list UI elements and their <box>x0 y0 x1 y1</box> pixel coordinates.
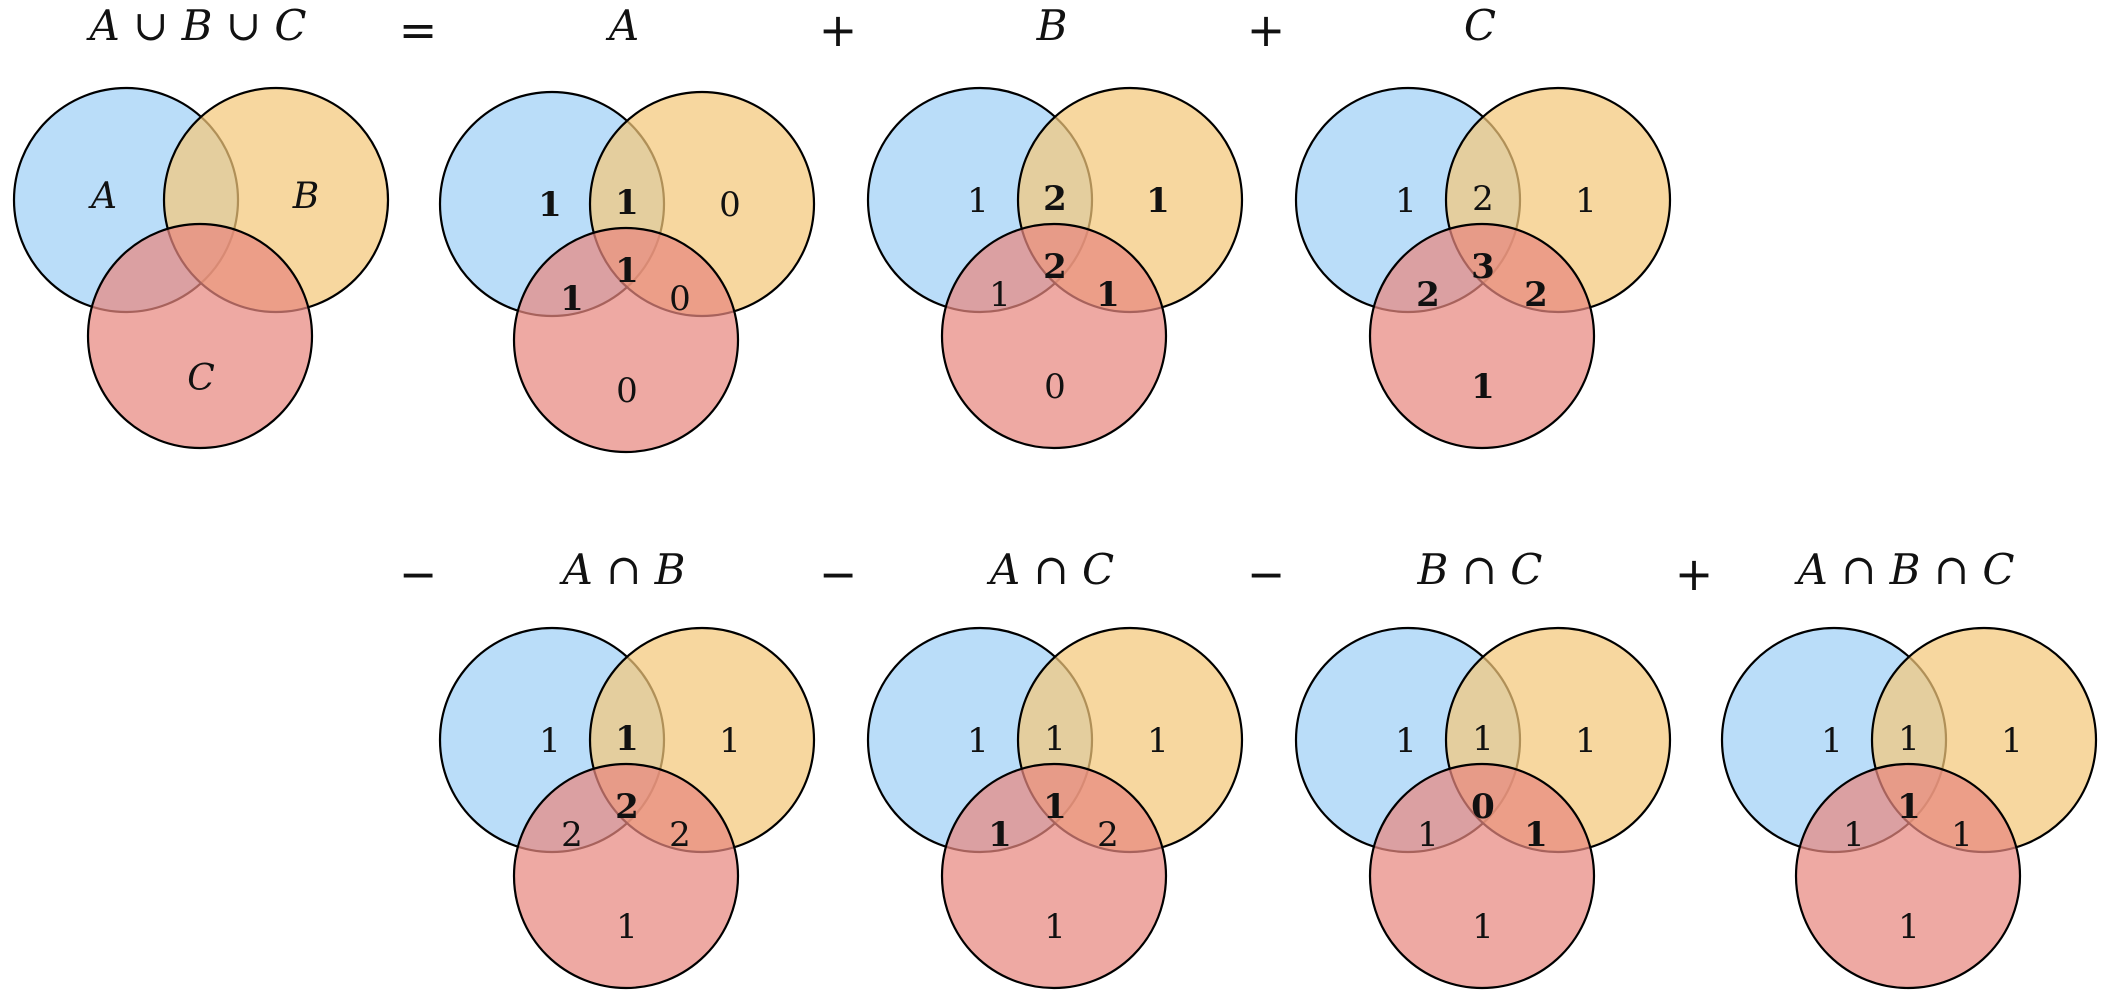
region-count-bc: 1 <box>1096 275 1120 315</box>
region-count-ab: 1 <box>1898 719 1920 759</box>
region-count-b: 1 <box>719 721 741 761</box>
region-count-bc: 2 <box>1524 275 1548 315</box>
diagram-title: A ∩ B <box>558 545 685 594</box>
region-count-a: 1 <box>538 185 562 225</box>
region-count-ac: 1 <box>1417 815 1439 855</box>
region-count-b: 1 <box>2001 721 2023 761</box>
region-count-a: 1 <box>1821 721 1843 761</box>
region-count-ac: 1 <box>1843 815 1865 855</box>
region-count-c: 1 <box>1472 907 1494 947</box>
region-count-abc: 1 <box>1043 787 1067 827</box>
region-count-c: 1 <box>1471 367 1495 407</box>
region-count-b: 1 <box>1575 181 1597 221</box>
region-count-c: 0 <box>1044 367 1066 407</box>
operator-minus-3: − <box>1247 547 1286 601</box>
region-count-ab: 1 <box>1044 719 1066 759</box>
region-count-bc: 1 <box>1951 815 1973 855</box>
region-count-abc: 2 <box>1043 247 1067 287</box>
region-count-a: 1 <box>967 181 989 221</box>
region-count-a: 1 <box>1395 721 1417 761</box>
region-count-abc: 0 <box>1471 787 1495 827</box>
region-count-b: 0 <box>719 185 741 225</box>
diagram-title: A ∪ B ∪ C <box>85 1 306 50</box>
set-label-c: C <box>187 358 215 399</box>
region-count-c: 1 <box>1898 907 1920 947</box>
operator-plus-2: + <box>1247 3 1286 57</box>
region-count-ab: 1 <box>1472 719 1494 759</box>
region-count-ac: 1 <box>989 275 1011 315</box>
circle-c <box>1368 222 1596 450</box>
set-label-b: B <box>292 176 319 217</box>
region-count-bc: 0 <box>669 279 691 319</box>
set-label-a: A <box>88 176 117 217</box>
circle-c <box>86 222 314 450</box>
region-count-c: 1 <box>616 907 638 947</box>
region-count-bc: 1 <box>1524 815 1548 855</box>
region-count-bc: 2 <box>669 815 691 855</box>
circle-c <box>940 222 1168 450</box>
circle-c <box>1794 762 2022 990</box>
region-count-a: 1 <box>1395 181 1417 221</box>
diagram-title: C <box>1464 1 1496 50</box>
region-count-a: 1 <box>967 721 989 761</box>
region-count-ac: 2 <box>1416 275 1440 315</box>
region-count-ac: 1 <box>988 815 1012 855</box>
region-count-a: 1 <box>539 721 561 761</box>
operator-plus-1: + <box>819 3 858 57</box>
region-count-ac: 2 <box>561 815 583 855</box>
region-count-bc: 2 <box>1097 815 1119 855</box>
operator-plus-3: + <box>1675 547 1714 601</box>
venn-diagram-1: A ∪ B ∪ C A B C <box>12 1 390 450</box>
circle-c <box>940 762 1168 990</box>
region-count-abc: 2 <box>615 787 639 827</box>
region-count-ab: 1 <box>615 719 639 759</box>
diagram-title: A <box>605 1 639 50</box>
diagram-title: B ∩ C <box>1417 545 1543 594</box>
region-count-ab: 1 <box>615 183 639 223</box>
region-count-b: 1 <box>1147 721 1169 761</box>
diagram-title: B <box>1036 1 1068 50</box>
region-count-abc: 1 <box>615 251 639 291</box>
region-count-c: 0 <box>616 371 638 411</box>
region-count-ab: 2 <box>1472 179 1494 219</box>
operator-minus-2: − <box>819 547 858 601</box>
circle-c <box>512 226 740 454</box>
circle-c <box>1368 762 1596 990</box>
diagram-title: A ∩ B ∩ C <box>1793 545 2014 594</box>
region-count-abc: 1 <box>1897 787 1921 827</box>
operator-equals: = <box>399 3 438 57</box>
region-count-b: 1 <box>1575 721 1597 761</box>
region-count-c: 1 <box>1044 907 1066 947</box>
diagram-title: A ∩ C <box>986 545 1114 594</box>
operator-minus-1: − <box>399 547 438 601</box>
region-count-b: 1 <box>1146 181 1170 221</box>
region-count-ac: 1 <box>560 279 584 319</box>
region-count-ab: 2 <box>1043 179 1067 219</box>
region-count-abc: 3 <box>1471 247 1495 287</box>
circle-c <box>512 762 740 990</box>
